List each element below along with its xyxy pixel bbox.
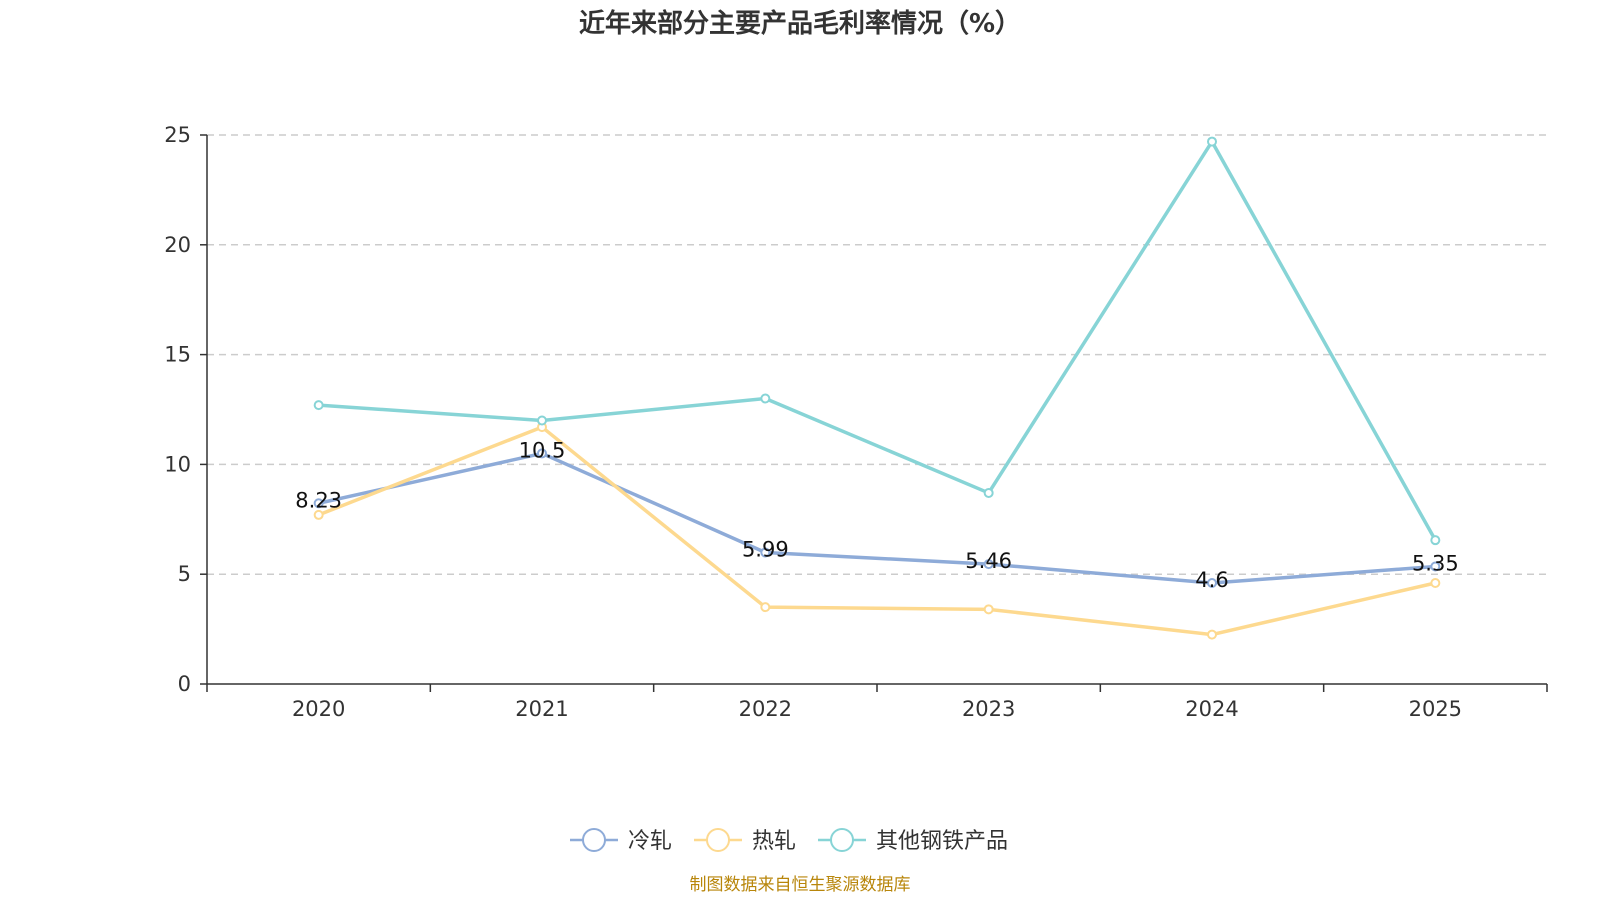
series-line-冷轧 [318, 451, 1436, 585]
legend-item-其他钢铁产品: 其他钢铁产品 [818, 828, 1008, 854]
x-tick-label-2023: 2023 [962, 697, 1015, 721]
data-label-冷轧-2020: 8.23 [295, 488, 342, 512]
legend-marker-冷轧 [582, 828, 606, 852]
point-冷轧-2024 [1207, 577, 1217, 588]
point-冷轧-2020 [313, 498, 324, 509]
point-其他钢铁产品-2023 [983, 487, 994, 498]
x-tick-label-2024: 2024 [1185, 697, 1238, 721]
data-label-冷轧-2025: 5.35 [1412, 552, 1459, 576]
x-tick-label-2020: 2020 [292, 697, 345, 721]
legend: 冷轧 热轧 其他钢铁产品 [570, 828, 1008, 854]
point-冷轧-2022 [760, 547, 771, 558]
point-其他钢铁产品-2022 [760, 393, 771, 404]
y-tick-label-20: 20 [164, 233, 191, 257]
chart-title: 近年来部分主要产品毛利率情况（%） [579, 8, 1021, 39]
x-tick-label-2025: 2025 [1409, 697, 1462, 721]
point-热轧-2020 [313, 509, 324, 520]
point-冷轧-2021 [537, 448, 547, 459]
point-其他钢铁产品-2024 [1207, 136, 1217, 147]
x-tick-label-2021: 2021 [515, 697, 568, 721]
y-tick-label-0: 0 [178, 672, 191, 696]
data-label-冷轧-2023: 5.46 [965, 549, 1012, 573]
point-热轧-2023 [983, 604, 994, 615]
series-line-热轧 [318, 425, 1436, 637]
legend-item-热轧: 热轧 [694, 828, 796, 854]
point-其他钢铁产品-2025 [1430, 535, 1441, 546]
y-tick-label-10: 10 [164, 452, 191, 476]
point-热轧-2022 [760, 602, 771, 613]
data-label-冷轧-2024: 4.6 [1195, 568, 1228, 592]
x-tick-label-2022: 2022 [739, 697, 792, 721]
legend-marker-其他钢铁产品 [830, 828, 854, 852]
point-冷轧-2023 [983, 559, 994, 570]
legend-marker-热轧 [706, 828, 730, 852]
series-冷轧 [313, 448, 1441, 588]
legend-label-冷轧: 冷轧 [628, 829, 672, 854]
series-line-其他钢铁产品 [318, 139, 1437, 542]
point-其他钢铁产品-2020 [313, 400, 324, 411]
point-热轧-2024 [1207, 629, 1217, 640]
grid-lines [207, 134, 1547, 575]
y-tick-label-5: 5 [178, 562, 191, 586]
point-冷轧-2025 [1430, 561, 1441, 572]
point-热轧-2025 [1430, 577, 1441, 588]
series-热轧 [313, 422, 1441, 640]
data-label-冷轧-2021: 10.5 [519, 438, 566, 462]
y-tick-label-15: 15 [164, 343, 191, 367]
data-labels: 8.23 10.5 5.99 5.46 4.6 5.35 [295, 438, 1458, 592]
y-tick-label-25: 25 [164, 123, 191, 147]
legend-label-热轧: 热轧 [752, 829, 796, 854]
point-其他钢铁产品-2021 [537, 415, 547, 426]
series-group [313, 136, 1441, 640]
source-note: 制图数据来自恒生聚源数据库 [690, 875, 911, 895]
data-label-冷轧-2022: 5.99 [742, 537, 789, 561]
series-其他钢铁产品 [313, 136, 1441, 546]
legend-item-冷轧: 冷轧 [570, 828, 672, 854]
legend-label-其他钢铁产品: 其他钢铁产品 [876, 829, 1008, 854]
